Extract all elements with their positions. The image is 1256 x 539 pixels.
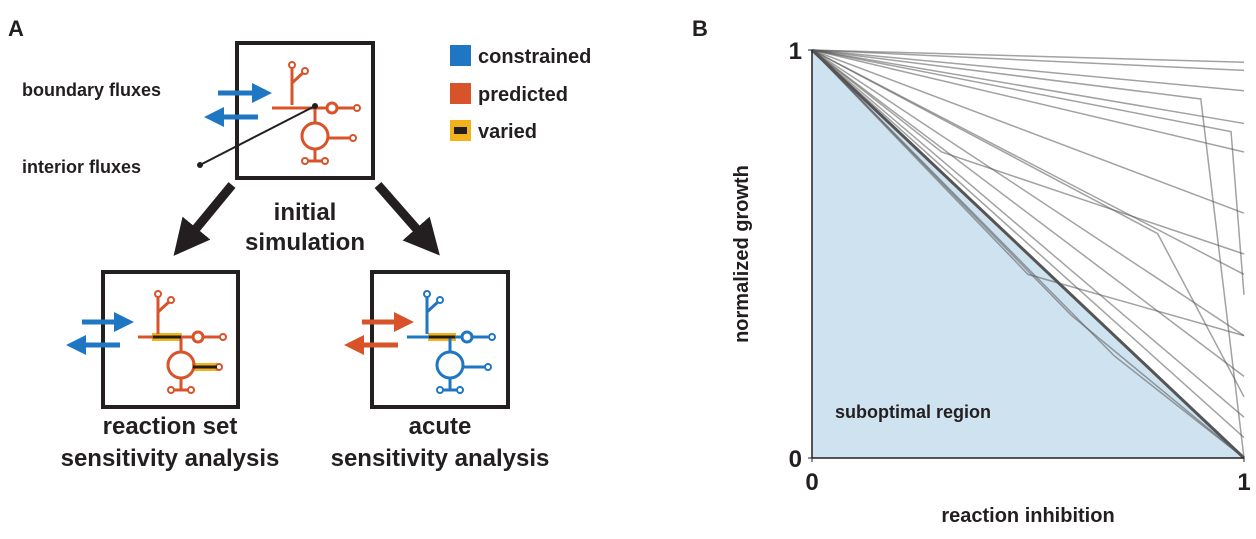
series-line (811, 49, 1245, 377)
label: reaction set (103, 413, 238, 440)
arrow (374, 182, 440, 256)
y-tick-label: 1 (789, 38, 802, 65)
y-tick-label: 0 (789, 446, 802, 473)
label: sensitivity analysis (61, 445, 280, 472)
panel-label: B (692, 16, 708, 41)
series-line (811, 49, 1245, 337)
box (235, 41, 375, 180)
series-line (811, 49, 1245, 459)
pointer (199, 105, 316, 166)
label: acute (409, 413, 472, 440)
pointer-dot (312, 103, 318, 109)
legend-label: varied (478, 121, 537, 143)
annotation: suboptimal region (835, 402, 991, 422)
legend-swatch (454, 127, 467, 134)
series-line (811, 49, 1245, 92)
x-axis-label: reaction inhibition (941, 505, 1114, 527)
series-line (811, 49, 1245, 295)
series-line (811, 49, 1245, 125)
box (370, 270, 510, 409)
label: interior fluxes (22, 157, 141, 177)
series-line (811, 49, 1245, 63)
label: sensitivity analysis (331, 445, 550, 472)
x-tick-label: 0 (805, 469, 818, 496)
series-line (811, 49, 1245, 276)
series-line (811, 49, 1245, 214)
series-line (811, 49, 1245, 459)
series-line (811, 49, 1245, 418)
x-tick-label: 1 (1237, 469, 1250, 496)
network (405, 289, 497, 395)
series-line (811, 49, 1245, 337)
label: boundary fluxes (22, 80, 161, 100)
y-axis-label: normalized growth (731, 165, 753, 343)
label: initial (274, 199, 337, 226)
series-line (811, 49, 1245, 398)
legend-label: constrained (478, 46, 591, 68)
series-line (811, 49, 1245, 439)
legend-swatch (450, 83, 471, 104)
series-line (811, 49, 1245, 153)
label: simulation (245, 229, 365, 256)
box (101, 270, 240, 409)
legend-swatch (450, 45, 471, 66)
legend-label: predicted (478, 84, 568, 106)
series-line (810, 48, 1246, 460)
arrow (173, 182, 236, 256)
pointer-dot (197, 162, 203, 168)
series-line (811, 49, 1245, 72)
series-line (811, 49, 1245, 255)
plot: suboptimal region 0 1 0 1 (789, 38, 1251, 496)
panel-label: A (8, 16, 24, 41)
network (136, 289, 228, 395)
network (270, 60, 362, 166)
